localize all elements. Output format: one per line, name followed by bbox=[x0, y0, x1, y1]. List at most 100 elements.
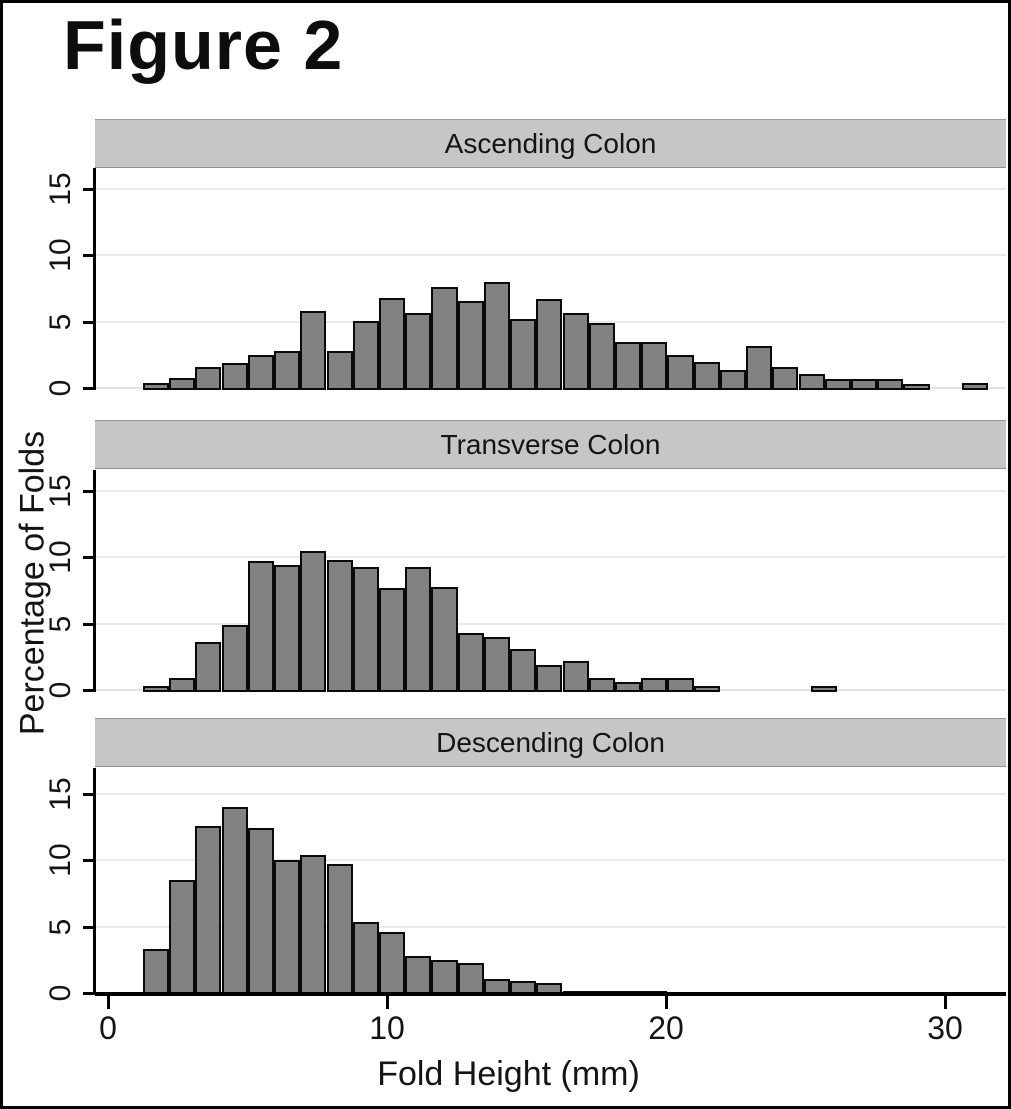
gridline bbox=[95, 622, 1006, 625]
histogram-bar bbox=[405, 312, 432, 390]
panel-plot: 0 5 10 15 bbox=[44, 470, 1006, 698]
y-tick-label: 0 bbox=[44, 984, 77, 1002]
histogram-bar bbox=[247, 355, 274, 390]
y-tick-label: 5 bbox=[44, 313, 77, 330]
gridline bbox=[95, 489, 1006, 492]
x-tick-label: 20 bbox=[648, 1010, 684, 1046]
histogram-bar bbox=[431, 960, 458, 995]
y-tick bbox=[83, 792, 94, 796]
y-axis-line bbox=[93, 168, 96, 390]
histogram-bar bbox=[431, 586, 458, 692]
y-tick bbox=[83, 689, 94, 692]
panel-plot: 0 5 10 15 bbox=[44, 768, 1006, 1001]
y-tick-label: 15 bbox=[44, 776, 77, 811]
histogram-bar bbox=[510, 319, 537, 390]
histogram-bar bbox=[142, 383, 170, 390]
histogram-bar bbox=[378, 587, 406, 692]
histogram-bar bbox=[300, 311, 327, 390]
histogram-bar bbox=[719, 369, 746, 390]
histogram-bar bbox=[588, 323, 615, 390]
gridline bbox=[95, 254, 1006, 256]
panel-header: Descending Colon bbox=[95, 718, 1006, 767]
y-axis-line bbox=[93, 768, 96, 995]
histogram-bar bbox=[588, 678, 615, 692]
histogram-bar bbox=[772, 367, 799, 391]
x-tick-label: 0 bbox=[99, 1010, 117, 1046]
histogram-bar bbox=[300, 855, 327, 995]
histogram-bar bbox=[667, 355, 694, 390]
histogram-bar bbox=[274, 860, 301, 995]
histogram-bar bbox=[142, 949, 170, 995]
y-tick-label: 10 bbox=[44, 238, 77, 272]
histogram-bar bbox=[562, 312, 589, 390]
x-axis-title: Fold Height (mm) bbox=[377, 1055, 640, 1093]
histogram-bar bbox=[824, 379, 851, 390]
histogram-bar bbox=[483, 637, 510, 692]
histogram-bar bbox=[247, 561, 274, 692]
histogram-bar bbox=[378, 932, 406, 996]
histogram-bar bbox=[169, 678, 196, 692]
histogram-bar bbox=[457, 962, 484, 995]
y-tick-label: 0 bbox=[44, 379, 77, 397]
gridline bbox=[95, 792, 1006, 795]
histogram-bar bbox=[326, 351, 353, 390]
histogram-bar bbox=[903, 384, 930, 390]
histogram-bar bbox=[169, 377, 196, 390]
y-tick bbox=[83, 489, 94, 493]
histogram-bar bbox=[693, 361, 720, 390]
x-axis-line bbox=[95, 992, 1006, 996]
histogram-bar bbox=[247, 828, 274, 995]
panel-title: Transverse Colon bbox=[440, 428, 661, 460]
y-tick bbox=[83, 992, 94, 995]
histogram-bar bbox=[195, 825, 222, 996]
y-tick-label: 15 bbox=[44, 171, 77, 206]
y-tick bbox=[83, 556, 94, 559]
x-tick bbox=[944, 996, 947, 1009]
histogram-bar bbox=[405, 566, 432, 692]
x-tick-label: 10 bbox=[369, 1010, 405, 1046]
panel-title: Descending Colon bbox=[436, 726, 665, 758]
y-tick bbox=[83, 925, 94, 929]
histogram-bar bbox=[326, 864, 353, 995]
y-tick bbox=[83, 859, 94, 862]
y-tick-label: 5 bbox=[44, 918, 77, 935]
histogram-bar bbox=[614, 341, 642, 390]
histogram-bar bbox=[221, 625, 248, 692]
histogram-bar bbox=[483, 281, 510, 390]
gridline bbox=[95, 925, 1006, 928]
histogram-bar bbox=[746, 345, 773, 390]
gridline bbox=[95, 556, 1006, 558]
figure-title: Figure 2 bbox=[63, 6, 344, 84]
panel-header: Ascending Colon bbox=[95, 119, 1006, 168]
histogram-bar bbox=[877, 379, 904, 390]
y-tick bbox=[83, 622, 94, 626]
histogram-bar bbox=[431, 287, 458, 391]
histogram-bar bbox=[457, 300, 484, 391]
panel-header: Transverse Colon bbox=[95, 420, 1006, 469]
x-tick bbox=[107, 996, 110, 1009]
histogram-bar bbox=[195, 642, 222, 692]
histogram-bar bbox=[641, 678, 668, 692]
histogram-bar bbox=[221, 807, 248, 995]
y-tick bbox=[83, 320, 94, 324]
histogram-bar bbox=[851, 379, 878, 390]
histogram-bar bbox=[693, 686, 720, 692]
x-tick-label: 30 bbox=[927, 1010, 963, 1046]
histogram-bar bbox=[352, 320, 379, 390]
histogram-bar bbox=[274, 351, 301, 390]
histogram-bar bbox=[169, 880, 196, 995]
gridline bbox=[95, 187, 1006, 190]
y-tick bbox=[83, 254, 94, 257]
y-tick bbox=[83, 387, 94, 390]
histogram-bar bbox=[457, 633, 484, 692]
x-tick bbox=[386, 996, 389, 1009]
y-tick-label: 10 bbox=[44, 843, 77, 877]
histogram-bar bbox=[352, 566, 379, 692]
histogram-bar bbox=[195, 367, 222, 391]
histogram-bar bbox=[536, 299, 563, 390]
y-tick bbox=[83, 187, 94, 191]
y-axis-title: Percentage of Folds bbox=[13, 430, 52, 736]
histogram-bar bbox=[510, 649, 537, 692]
histogram-bar bbox=[326, 560, 353, 692]
